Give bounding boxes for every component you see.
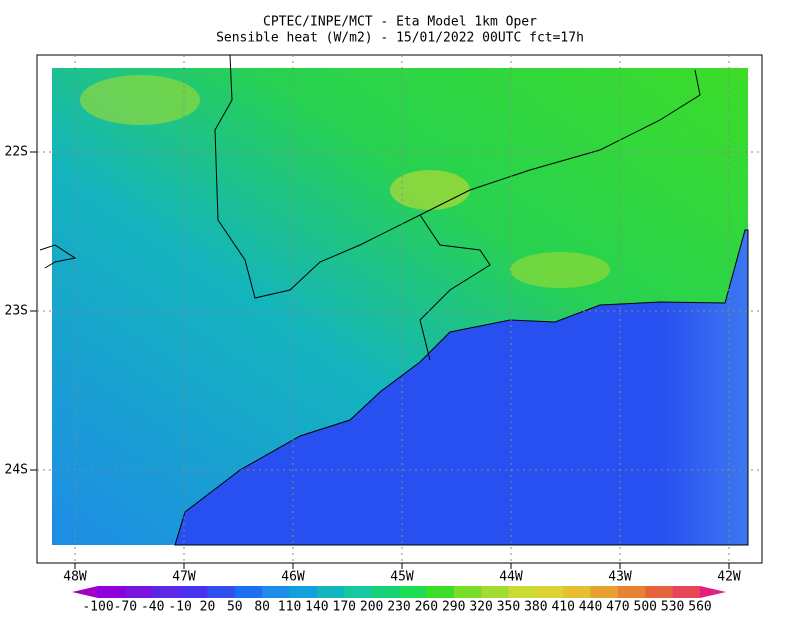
colorbar-segment xyxy=(535,586,564,598)
state-border xyxy=(39,244,77,269)
lon-label: 46W xyxy=(281,570,305,585)
field-patch xyxy=(510,252,610,288)
colorbar-arrow xyxy=(700,586,726,598)
colorbar-segment xyxy=(316,586,345,598)
lon-label: 47W xyxy=(172,570,196,585)
colorbar-label: 320 xyxy=(469,600,492,615)
colorbar-segment xyxy=(152,586,181,598)
colorbar-label: 140 xyxy=(305,600,328,615)
colorbar-segment xyxy=(98,586,126,598)
colorbar-label: 260 xyxy=(415,600,438,615)
lat-label: 24S xyxy=(5,463,28,478)
colorbar-segment xyxy=(672,586,701,598)
colorbar-label: 290 xyxy=(442,600,465,615)
colorbar-label: 530 xyxy=(661,600,684,615)
colorbar-label: 110 xyxy=(278,600,301,615)
colorbar-label: 170 xyxy=(333,600,356,615)
colorbar-segment xyxy=(645,586,674,598)
lon-label: 42W xyxy=(717,570,741,585)
colorbar-label: 380 xyxy=(524,600,547,615)
state-border xyxy=(214,54,701,299)
lon-label: 45W xyxy=(390,570,414,585)
colorbar-segment xyxy=(262,586,291,598)
colorbar-arrow xyxy=(72,586,98,598)
colorbar-label: -100 xyxy=(82,600,113,615)
colorbar-label: -40 xyxy=(141,600,164,615)
colorbar-segment xyxy=(125,586,154,598)
ocean xyxy=(174,229,749,546)
colorbar-label: 350 xyxy=(497,600,520,615)
lon-label: 48W xyxy=(63,570,87,585)
colorbar-label: 500 xyxy=(634,600,657,615)
colorbar-segment xyxy=(180,586,208,598)
colorbar-label: -70 xyxy=(114,600,137,615)
title: CPTEC/INPE/MCT - Eta Model 1km Oper xyxy=(263,15,537,30)
colorbar: -100 -70 -40 -10 20 50 80 110 140 170 200 230 260 290… xyxy=(72,586,726,615)
colorbar-segment xyxy=(289,586,318,598)
colorbar-segment xyxy=(371,586,400,598)
colorbar-label: 560 xyxy=(688,600,711,615)
colorbar-label: -10 xyxy=(168,600,191,615)
colorbar-segment xyxy=(399,586,427,598)
field-patch xyxy=(80,75,200,125)
colorbar-label: 470 xyxy=(606,600,629,615)
colorbar-label: 200 xyxy=(360,600,383,615)
colorbar-label: 20 xyxy=(200,600,216,615)
state-border xyxy=(419,214,491,361)
lat-label: 23S xyxy=(5,304,28,319)
colorbar-segment xyxy=(426,586,455,598)
colorbar-label: 80 xyxy=(254,600,270,615)
colorbar-label: 50 xyxy=(227,600,243,615)
colorbar-segment xyxy=(207,586,236,598)
lon-label: 43W xyxy=(608,570,632,585)
lat-label: 22S xyxy=(5,145,28,160)
colorbar-segment xyxy=(481,586,509,598)
graticule: 22S 23S 24S 48W 47W 46W 45W 44W 43W 42W xyxy=(5,55,762,585)
subtitle: Sensible heat (W/m2) - 15/01/2022 00UTC … xyxy=(216,31,584,46)
colorbar-segment xyxy=(234,586,263,598)
colorbar-segment xyxy=(508,586,537,598)
colorbar-label: 230 xyxy=(387,600,410,615)
colorbar-segment xyxy=(344,586,373,598)
colorbar-label: 440 xyxy=(579,600,602,615)
colorbar-segment xyxy=(617,586,646,598)
colorbar-segment xyxy=(563,586,592,598)
colorbar-label: 410 xyxy=(551,600,574,615)
colorbar-segment xyxy=(453,586,482,598)
lon-label: 44W xyxy=(499,570,523,585)
colorbar-segment xyxy=(590,586,619,598)
